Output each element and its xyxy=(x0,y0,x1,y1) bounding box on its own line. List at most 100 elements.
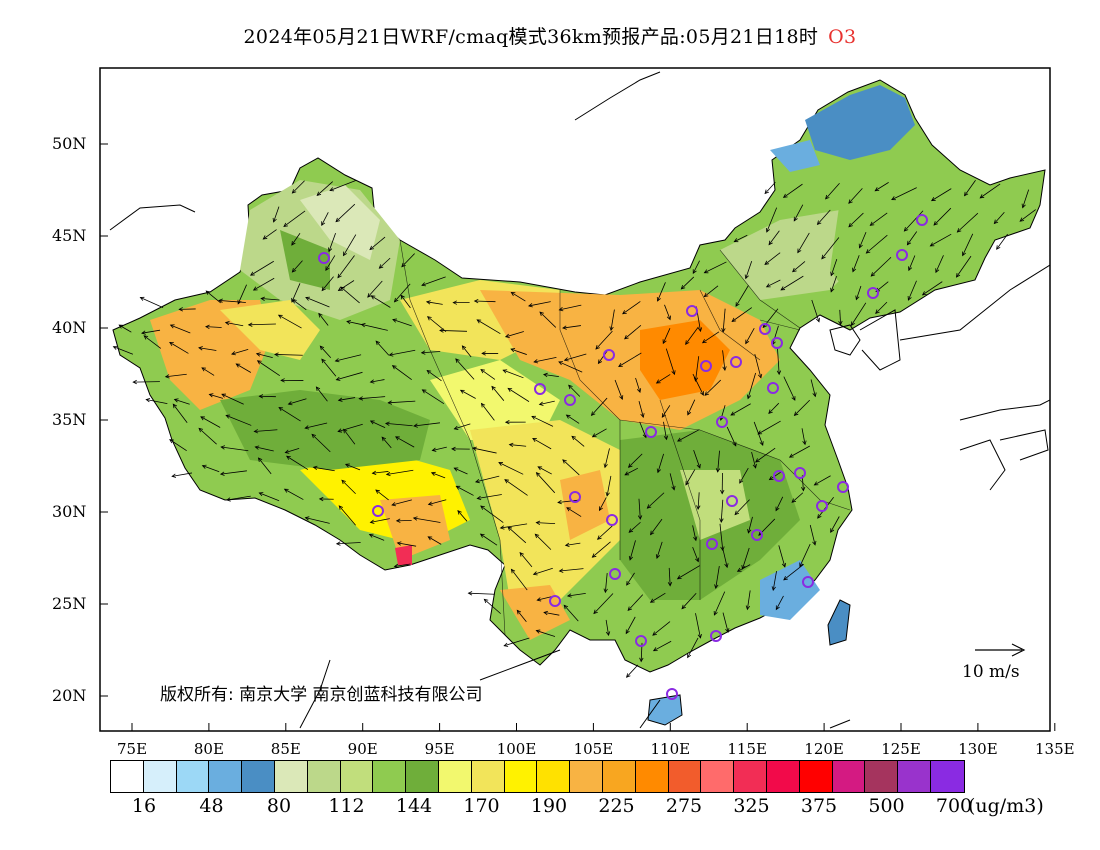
legend-swatch xyxy=(635,761,669,792)
lat-label: 30N xyxy=(52,502,87,521)
map-frame xyxy=(99,67,1051,732)
city-marker xyxy=(916,214,928,226)
legend-label: 325 xyxy=(733,795,770,817)
legend-swatch xyxy=(274,761,308,792)
city-markers xyxy=(318,214,928,700)
legend-label: 700 xyxy=(935,795,973,817)
legend-swatch xyxy=(537,761,571,792)
city-marker xyxy=(564,394,576,406)
city-marker xyxy=(609,568,621,580)
legend-swatch xyxy=(832,761,866,792)
species-label: O3 xyxy=(828,26,857,48)
city-marker xyxy=(318,252,330,264)
lon-label: 120E xyxy=(804,740,844,758)
wind-vectors xyxy=(112,180,1036,678)
city-marker xyxy=(794,467,806,479)
legend-swatch xyxy=(504,761,538,792)
legend-label: 500 xyxy=(868,795,905,817)
legend-swatch xyxy=(471,761,505,792)
legend-swatch xyxy=(799,761,833,792)
legend-label: 275 xyxy=(665,795,703,817)
legend-swatch xyxy=(143,761,177,792)
legend-label: 225 xyxy=(598,795,635,817)
city-marker xyxy=(771,337,783,349)
legend-swatch xyxy=(340,761,374,792)
legend-label: 144 xyxy=(395,795,433,817)
lon-label: 105E xyxy=(573,740,614,758)
lat-label: 35N xyxy=(52,410,87,429)
legend-swatch xyxy=(570,761,603,792)
legend-swatch xyxy=(438,761,472,792)
city-marker xyxy=(534,383,546,395)
lon-label: 110E xyxy=(650,740,691,758)
city-marker xyxy=(700,360,712,372)
city-marker xyxy=(759,323,771,335)
city-marker xyxy=(549,595,561,607)
legend-swatch xyxy=(930,761,964,792)
city-marker xyxy=(751,529,763,541)
color-legend xyxy=(110,760,965,793)
lon-label: 115E xyxy=(727,740,767,758)
taiwan xyxy=(827,599,851,646)
city-marker xyxy=(837,481,849,493)
city-marker xyxy=(730,356,742,368)
legend-swatch xyxy=(668,761,702,792)
city-marker xyxy=(603,349,615,361)
legend-swatch xyxy=(209,761,243,792)
legend-swatch xyxy=(176,761,210,792)
lon-label: 90E xyxy=(347,740,378,758)
lat-label: 25N xyxy=(52,594,87,613)
legend-unit: (ug/m3) xyxy=(968,795,1044,817)
lat-label: 20N xyxy=(52,686,87,705)
legend-label: 48 xyxy=(199,795,224,817)
coastlines xyxy=(109,71,1050,729)
city-marker xyxy=(767,382,779,394)
city-marker xyxy=(716,416,728,428)
title-text: 2024年05月21日WRF/cmaq模式36km预报产品:05月21日18时 xyxy=(243,26,819,48)
legend-swatch xyxy=(766,761,800,792)
city-marker xyxy=(686,305,698,317)
lon-label: 80E xyxy=(193,740,224,758)
city-marker xyxy=(635,635,647,647)
legend-label: 16 xyxy=(131,795,157,817)
lat-label: 45N xyxy=(52,226,87,245)
city-marker xyxy=(710,630,722,642)
city-marker xyxy=(816,500,828,512)
lat-label: 40N xyxy=(52,318,87,337)
province-borders xyxy=(399,239,851,636)
axis-ticks xyxy=(100,143,1056,731)
map-title: 2024年05月21日WRF/cmaq模式36km预报产品:05月21日18时 O… xyxy=(0,22,1100,49)
legend-swatch xyxy=(898,761,931,792)
reference-arrow xyxy=(975,643,1026,657)
city-marker xyxy=(773,470,785,482)
legend-swatch xyxy=(307,761,341,792)
lon-label: 125E xyxy=(881,740,921,758)
concentration-shading xyxy=(150,85,990,640)
legend-swatch xyxy=(111,761,144,792)
legend-swatch xyxy=(701,761,735,792)
copyright-text: 版权所有: 南京大学 南京创蓝科技有限公司 xyxy=(160,685,483,705)
legend-swatch xyxy=(602,761,636,792)
city-marker xyxy=(896,249,908,261)
legend-swatch xyxy=(242,761,275,792)
legend-swatch xyxy=(865,761,899,792)
lon-label: 100E xyxy=(496,740,537,758)
city-marker xyxy=(645,426,657,438)
legend-label: 190 xyxy=(530,795,568,817)
legend-label: 170 xyxy=(463,795,500,817)
lon-label: 95E xyxy=(424,740,455,758)
city-marker xyxy=(706,538,718,550)
legend-label: 375 xyxy=(800,795,838,817)
city-marker xyxy=(606,514,618,526)
city-marker xyxy=(726,495,738,507)
lon-label: 75E xyxy=(116,740,148,758)
lon-label: 135E xyxy=(1035,740,1075,758)
wind-reference-label: 10 m/s xyxy=(962,662,1020,682)
legend-label: 112 xyxy=(328,795,365,817)
legend-swatch xyxy=(373,761,407,792)
city-marker xyxy=(867,287,879,299)
legend-swatch xyxy=(734,761,767,792)
city-marker xyxy=(802,576,814,588)
lat-label: 50N xyxy=(52,134,87,153)
